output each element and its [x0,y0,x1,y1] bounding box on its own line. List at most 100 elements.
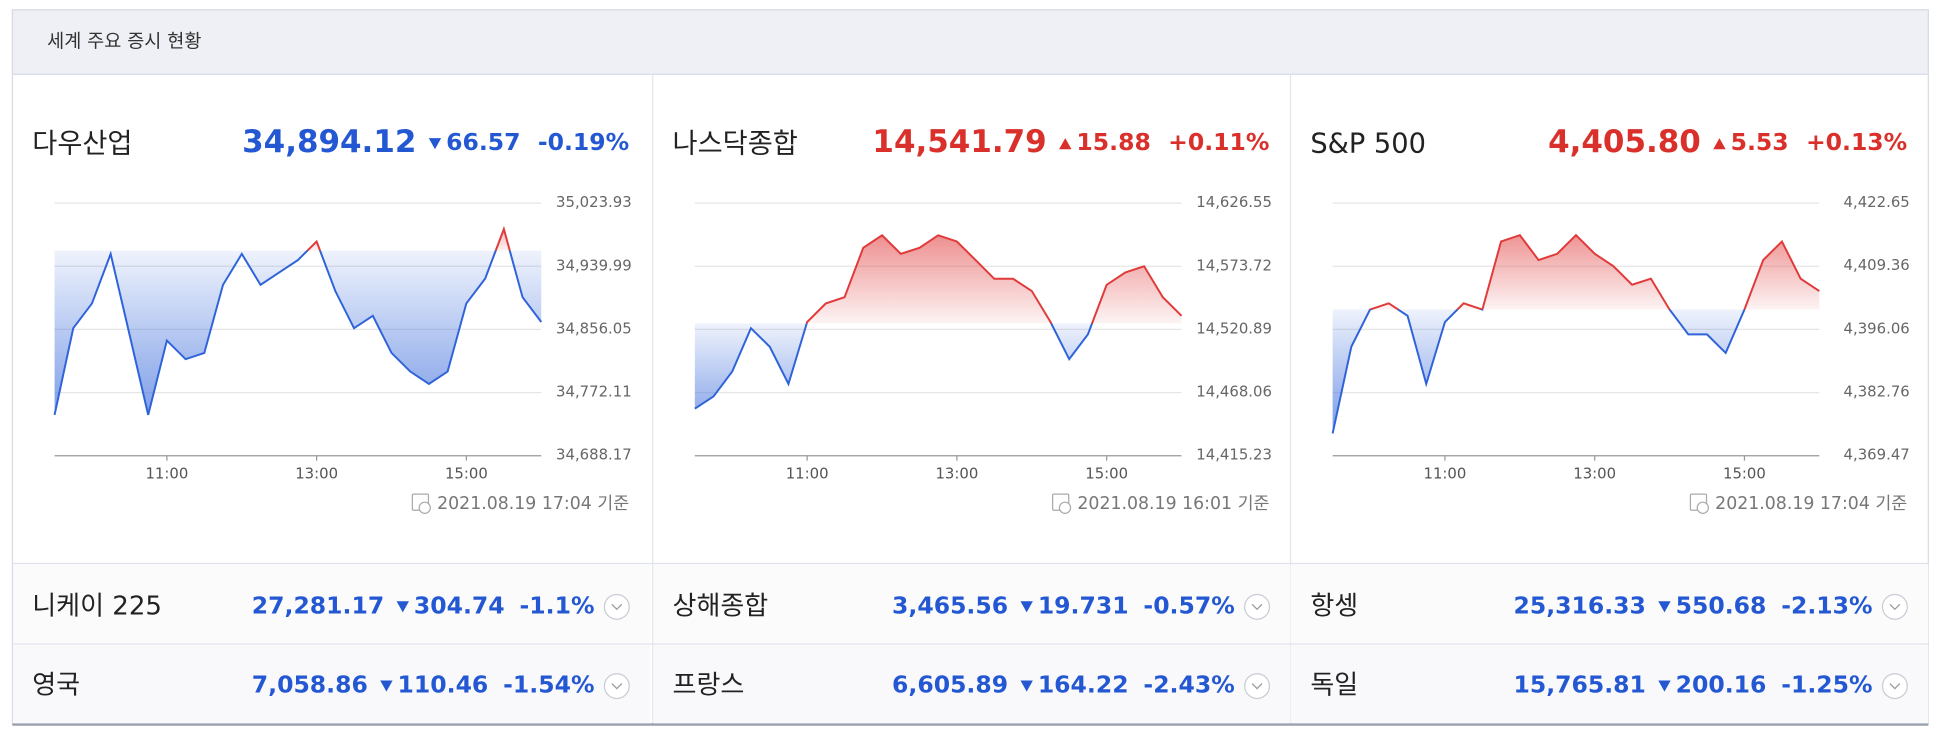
change: 304.74 [414,591,505,619]
direction-icon [428,138,442,150]
index-name: 다우산업 [32,128,132,159]
area [1332,235,1820,434]
row-bg [13,564,651,643]
x-tick-label: 13:00 [295,464,338,482]
price: 15,765.81 [1513,671,1645,699]
price-line [53,225,543,416]
row-bg [13,645,651,724]
price: 34,894.12 [242,124,416,160]
direction-icon [1713,138,1726,150]
price: 27,281.17 [252,591,384,619]
expand-button [1251,603,1263,611]
direction-icon [380,680,393,692]
change-pct: +0.11% [1168,128,1269,156]
expand-button [1889,683,1901,690]
change-pct: -2.13% [1781,591,1872,619]
expand-button [1244,673,1271,700]
price: 25,316.33 [1513,591,1645,619]
change: 164.22 [1038,671,1129,699]
x-tick-label: 13:00 [1573,464,1616,482]
x-tick-label: 13:00 [935,464,978,482]
time-icon [418,501,431,514]
change: 5.53 [1731,128,1789,156]
y-tick-label: 14,573.72 [1196,256,1272,274]
x-tick-label: 11:00 [145,464,188,482]
change-pct: -1.54% [503,671,594,699]
expand-button [603,593,630,620]
expand-button [611,683,623,690]
y-tick-label: 4,422.65 [1844,193,1910,211]
price: 14,541.79 [872,124,1046,160]
expand-button [611,603,623,611]
change-pct: -2.43% [1143,671,1234,699]
index-name: 영국 [32,671,80,701]
row-bg [1291,564,1929,643]
area [694,235,1182,409]
index-name: 나스닥종합 [673,128,798,159]
index-name: 상해종합 [673,591,769,621]
y-tick-label: 14,415.23 [1196,446,1272,464]
change-pct: -1.1% [520,591,595,619]
change: 19.731 [1038,591,1129,619]
index-name: S&P 500 [1310,128,1426,159]
price: 4,405.80 [1548,124,1701,160]
direction-icon [1059,138,1072,150]
x-tick-label: 11:00 [786,464,829,482]
row-bg [1291,645,1929,724]
y-tick-label: 14,468.06 [1196,383,1272,401]
y-tick-label: 4,396.06 [1844,319,1910,337]
y-tick-label: 4,369.47 [1844,446,1910,464]
header-bar [11,9,1929,75]
time-icon [1058,501,1072,514]
change-pct: -1.25% [1781,671,1872,699]
change-pct: -0.57% [1143,591,1234,619]
y-tick-label: 34,856.05 [556,319,632,337]
timestamp: 2021.08.19 17:04 기준 [437,494,629,514]
expand-button [1244,593,1271,620]
y-tick-label: 14,520.89 [1196,319,1272,337]
change-pct: +0.13% [1806,128,1907,156]
direction-icon [1020,680,1033,692]
change: 200.16 [1676,671,1767,699]
timestamp: 2021.08.19 17:04 기준 [1715,494,1907,514]
row-bg [653,645,1291,724]
row-bg [653,564,1291,643]
expand-button [1889,603,1901,611]
y-tick-label: 14,626.55 [1196,193,1272,211]
change: 15.88 [1076,128,1150,156]
price-line [694,234,1183,410]
area [54,229,542,415]
expand-button [1251,683,1263,690]
index-name: 독일 [1310,671,1358,701]
direction-icon [396,601,409,613]
price: 7,058.86 [252,671,368,699]
x-tick-label: 15:00 [445,464,488,482]
y-tick-label: 34,688.17 [556,446,632,464]
header-title: 세계 주요 증시 현황 [47,32,201,53]
change: 550.68 [1676,591,1767,619]
direction-icon [1658,680,1671,692]
index-name: 니케이 225 [32,591,162,621]
price-line [1331,233,1820,434]
x-tick-label: 15:00 [1723,464,1766,482]
index-name: 프랑스 [673,671,745,701]
index-name: 항셍 [1310,591,1358,621]
time-icon [1696,501,1709,514]
price: 3,465.56 [892,591,1008,619]
y-tick-label: 4,409.36 [1844,256,1910,274]
expand-button [1881,593,1908,620]
direction-icon [1020,601,1033,613]
price: 6,605.89 [892,671,1008,699]
change: 66.57 [446,128,520,156]
expand-button [603,673,630,700]
y-tick-label: 35,023.93 [556,193,632,211]
direction-icon [1658,601,1671,613]
x-tick-label: 11:00 [1424,464,1467,482]
y-tick-label: 34,939.99 [556,256,632,274]
change: 110.46 [398,671,489,699]
timestamp: 2021.08.19 16:01 기준 [1077,494,1269,514]
expand-button [1881,673,1908,700]
x-tick-label: 15:00 [1085,464,1128,482]
change-pct: -0.19% [538,128,629,156]
